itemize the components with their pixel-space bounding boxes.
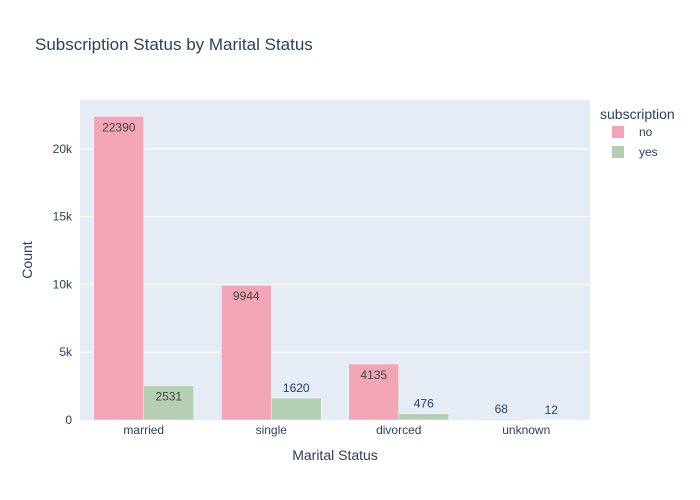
bars [93, 116, 577, 421]
x-tick-label: married [123, 423, 164, 437]
legend-label-no: no [639, 125, 653, 139]
bar-value-label: 9944 [233, 289, 260, 303]
bar-value-label: 2531 [155, 390, 182, 404]
bar-labels: 22390 2531 9944 1620 4135 476 68 12 [102, 120, 558, 416]
bar-value-label: 1620 [283, 381, 310, 395]
bar-value-label: 22390 [102, 120, 136, 134]
bar-no-married [93, 116, 144, 421]
legend-swatch-no [612, 126, 624, 138]
bar-value-label: 12 [545, 403, 559, 417]
bar-yes-unknown [526, 419, 577, 421]
bar-value-label: 68 [495, 402, 509, 416]
bar-yes-single [271, 397, 322, 421]
bar-value-label: 476 [414, 397, 434, 411]
bar-no-divorced [348, 363, 399, 421]
x-tick-label: unknown [502, 423, 550, 437]
legend-title: subscription [600, 106, 675, 122]
legend: subscription no yes [600, 106, 675, 159]
x-tick-label: divorced [376, 423, 421, 437]
y-tick-label: 15k [53, 210, 73, 224]
x-tick-label: single [256, 423, 288, 437]
gridlines [80, 148, 590, 353]
y-axis-title: Count [19, 241, 35, 278]
bar-value-label: 4135 [360, 368, 387, 382]
chart-title: Subscription Status by Marital Status [35, 35, 313, 54]
legend-label-yes: yes [639, 145, 658, 159]
bar-no-single [221, 284, 272, 421]
y-tick-label: 5k [59, 345, 73, 359]
y-axis-ticks: 0 5k 10k 15k 20k [53, 142, 73, 427]
legend-swatch-yes [612, 146, 624, 158]
x-axis-title: Marital Status [292, 447, 378, 463]
y-tick-label: 10k [53, 277, 73, 291]
y-tick-label: 0 [65, 413, 72, 427]
bar-no-unknown [476, 418, 527, 421]
x-axis-ticks: married single divorced unknown [123, 423, 550, 437]
bar-yes-married [143, 385, 194, 421]
bar-yes-divorced [398, 413, 449, 421]
plot-area [80, 100, 590, 420]
y-tick-label: 20k [53, 142, 73, 156]
